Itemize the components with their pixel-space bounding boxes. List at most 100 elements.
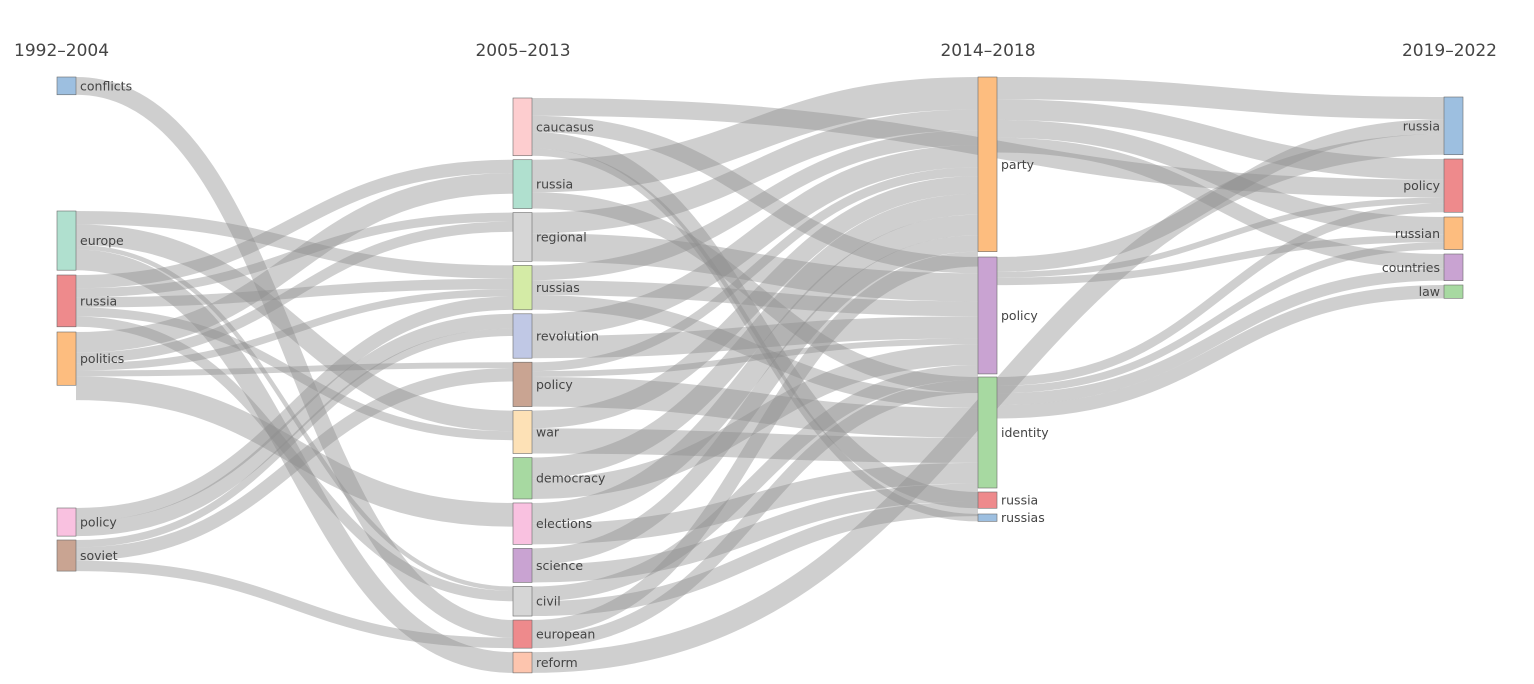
node-label-c1-regional: regional: [536, 229, 587, 244]
node-label-c2-identity: identity: [1001, 425, 1049, 440]
node-c2-identity[interactable]: [977, 376, 998, 489]
flow-link-c0_russia-to-c1_russia[interactable]: [75, 159, 514, 289]
node-c3-policy[interactable]: [1443, 158, 1464, 213]
flow-link-c0_policy-to-c1_russias[interactable]: [75, 296, 514, 522]
flow-link-c1_elections-to-c2_identity[interactable]: [531, 462, 979, 545]
node-c0-russia[interactable]: [56, 274, 77, 328]
node-c0-policy[interactable]: [56, 507, 77, 537]
flow-link-c2_identity-to-c3_law[interactable]: [996, 285, 1445, 419]
flow-link-c1_policy-to-c2_policy[interactable]: [531, 338, 979, 377]
flow-link-c0_politics-to-c1_russia[interactable]: [75, 173, 514, 353]
flow-link-c0_politics-to-c1_elections[interactable]: [75, 376, 514, 527]
flow-link-c2_identity-to-c3_russian[interactable]: [996, 242, 1445, 394]
flow-link-c2_policy-to-c3_russian[interactable]: [996, 234, 1445, 286]
flow-link-c1_european-to-c2_party[interactable]: [531, 251, 979, 635]
node-c1-war[interactable]: [512, 410, 533, 454]
node-c1-democracy[interactable]: [512, 457, 533, 500]
node-c3-russia[interactable]: [1443, 96, 1464, 156]
node-c2-russias[interactable]: [977, 513, 998, 522]
flow-link-c1_civil-to-c2_policy[interactable]: [531, 365, 979, 602]
node-c1-caucasus[interactable]: [512, 97, 533, 157]
flow-link-c0_europe-to-c1_reform[interactable]: [75, 249, 514, 673]
period-title-2: 2014–2018: [940, 41, 1035, 61]
flow-link-c1_revolution-to-c2_party[interactable]: [531, 145, 979, 336]
flow-link-c1_science-to-c2_identity[interactable]: [531, 483, 979, 583]
node-label-c1-democracy: democracy: [536, 471, 606, 486]
node-c3-law[interactable]: [1443, 284, 1464, 299]
flow-link-c0_russia-to-c1_war[interactable]: [75, 307, 514, 441]
node-label-c3-russian: russian: [1395, 226, 1440, 241]
flow-link-c0_europe-to-c1_russias[interactable]: [75, 211, 514, 279]
flow-link-c0_europe-to-c1_civil[interactable]: [75, 245, 514, 591]
flow-link-c1_russia-to-c2_party[interactable]: [531, 77, 979, 193]
flow-link-c1_democracy-to-c2_party[interactable]: [531, 193, 979, 479]
flow-link-c1_regional-to-c2_party[interactable]: [531, 109, 979, 234]
node-c1-russias[interactable]: [512, 265, 533, 311]
node-c2-party[interactable]: [977, 76, 998, 252]
flow-link-c0_policy-to-c1_revolution[interactable]: [75, 313, 514, 537]
node-c0-conflicts[interactable]: [56, 76, 77, 96]
node-label-c1-european: european: [536, 627, 595, 642]
node-label-c1-reform: reform: [536, 655, 578, 670]
flow-link-c0_politics-to-c1_policy[interactable]: [75, 362, 514, 377]
node-c1-regional[interactable]: [512, 212, 533, 262]
flow-link-c1_caucasus-to-c2_russia[interactable]: [531, 132, 979, 509]
flow-link-c2_party-to-c3_russia[interactable]: [996, 77, 1445, 120]
node-c0-politics[interactable]: [56, 331, 77, 386]
flow-link-c2_party-to-c3_russian[interactable]: [996, 119, 1445, 235]
node-c1-policy[interactable]: [512, 361, 533, 407]
flow-link-c1_caucasus-to-c2_policy[interactable]: [531, 115, 979, 274]
node-label-c1-russias: russias: [536, 280, 580, 295]
flow-link-c1_democracy-to-c2_policy[interactable]: [531, 344, 979, 499]
flow-link-c1_russia-to-c2_identity[interactable]: [531, 192, 979, 394]
flow-link-c0_russia-to-c1_russias[interactable]: [75, 278, 514, 308]
flow-link-c1_civil-to-c2_identity[interactable]: [531, 501, 979, 617]
flow-link-c2_policy-to-c3_russia[interactable]: [996, 119, 1445, 272]
node-c2-russia[interactable]: [977, 491, 998, 509]
flow-link-c1_war-to-c2_identity[interactable]: [531, 428, 979, 463]
flow-link-c1_elections-to-c2_party[interactable]: [531, 214, 979, 524]
node-c2-policy[interactable]: [977, 256, 998, 375]
flow-link-c0_soviet-to-c1_european[interactable]: [75, 560, 514, 649]
flow-link-c0_conflicts-to-c1_european[interactable]: [75, 77, 514, 638]
node-c1-elections[interactable]: [512, 502, 533, 545]
flow-link-c2_identity-to-c3_policy[interactable]: [996, 203, 1445, 386]
node-label-c1-war: war: [536, 425, 560, 440]
flow-link-c2_identity-to-c3_countries[interactable]: [996, 268, 1445, 406]
flow-link-c0_russia-to-c1_regional[interactable]: [75, 212, 514, 298]
flow-link-c0_politics-to-c1_russias[interactable]: [75, 289, 514, 371]
node-c0-europe[interactable]: [56, 210, 77, 271]
flow-link-c1_european-to-c2_policy[interactable]: [531, 379, 979, 649]
flow-link-c1_revolution-to-c2_policy[interactable]: [531, 316, 979, 359]
flow-link-c2_party-to-c3_policy[interactable]: [996, 99, 1445, 180]
node-c1-science[interactable]: [512, 548, 533, 583]
flow-link-c0_soviet-to-c1_revolution[interactable]: [75, 328, 514, 548]
flow-link-c1_russias-to-c2_party[interactable]: [531, 130, 979, 281]
flow-link-c0_russia-to-c1_civil[interactable]: [75, 316, 514, 602]
flow-link-c1_regional-to-c2_policy[interactable]: [531, 233, 979, 302]
flow-link-c2_policy-to-c3_policy[interactable]: [996, 197, 1445, 278]
flow-link-c1_policy-to-c2_identity[interactable]: [531, 377, 979, 438]
flow-link-c1_caucasus-to-c2_russias[interactable]: [531, 148, 979, 522]
flow-link-c1_policy-to-c2_party[interactable]: [531, 167, 979, 372]
node-label-c3-countries: countries: [1382, 260, 1440, 275]
node-c1-russia[interactable]: [512, 159, 533, 209]
node-c3-russian[interactable]: [1443, 216, 1464, 250]
flow-link-c0_politics-to-c1_regional[interactable]: [75, 221, 514, 364]
flow-link-c1_russias-to-c2_policy[interactable]: [531, 280, 979, 317]
node-labels: conflicts europe russia politics policy sovie…: [80, 78, 1441, 670]
node-label-c0-politics: politics: [80, 351, 124, 366]
node-c0-soviet[interactable]: [56, 539, 77, 572]
flow-link-c0_soviet-to-c1_policy[interactable]: [75, 368, 514, 561]
flow-link-c1_war-to-c2_party[interactable]: [531, 176, 979, 429]
flow-link-c1_russias-to-c2_identity[interactable]: [531, 295, 979, 409]
flow-link-c1_science-to-c2_party[interactable]: [531, 235, 979, 565]
node-c1-civil[interactable]: [512, 586, 533, 617]
node-c3-countries[interactable]: [1443, 253, 1464, 281]
flow-link-c0_europe-to-c1_war[interactable]: [75, 224, 514, 432]
flow-link-c2_party-to-c3_countries[interactable]: [996, 137, 1445, 269]
node-c1-revolution[interactable]: [512, 313, 533, 359]
node-c1-european[interactable]: [512, 619, 533, 649]
node-c1-reform[interactable]: [512, 651, 533, 674]
